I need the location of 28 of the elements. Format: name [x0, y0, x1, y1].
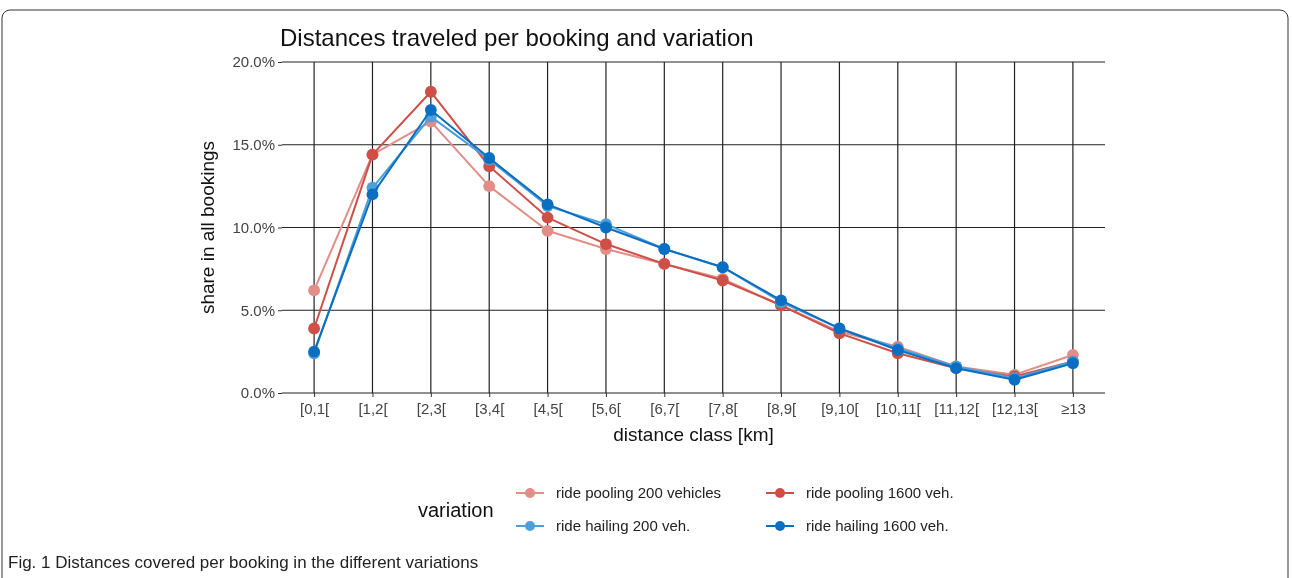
chart-title: Distances traveled per booking and variation [280, 24, 754, 51]
legend-title: variation [418, 499, 494, 521]
x-tick-label: [0,1[ [300, 399, 331, 417]
legend-label: ride pooling 200 vehicles [556, 484, 722, 501]
x-tick-label: [11,12[ [934, 399, 980, 417]
y-tick-label: 20.0% [232, 53, 275, 71]
y-tick-label: 0.0% [240, 384, 275, 402]
y-tick-label: 5.0% [240, 301, 275, 319]
legend-label: ride pooling 1600 veh. [806, 484, 954, 501]
x-tick-label: [9,10[ [821, 399, 860, 417]
y-tick-label: 10.0% [232, 218, 275, 236]
x-tick-label: [6,7[ [650, 399, 681, 417]
x-tick-label: [7,8[ [708, 399, 739, 417]
x-tick-label: [2,3[ [416, 399, 447, 417]
legend-label: ride hailing 200 veh. [556, 517, 691, 534]
x-tick-label: [10,11[ [875, 399, 922, 417]
x-tick-label: [3,4[ [475, 399, 506, 417]
y-tick-label: 15.0% [232, 136, 275, 154]
x-tick-label: [8,9[ [766, 399, 797, 417]
x-tick-label: ≥13 [1060, 399, 1086, 417]
x-axis-title: distance class [km] [613, 424, 774, 445]
caption: Fig. 1 Distances covered per booking in the different variations [8, 553, 479, 572]
y-axis-title: share in all bookings [197, 140, 218, 315]
x-tick-label: [4,5[ [533, 399, 564, 417]
x-tick-label: [5,6[ [591, 399, 622, 417]
x-tick-label: [1,2[ [358, 399, 389, 417]
legend-label: ride hailing 1600 veh. [806, 517, 949, 534]
x-tick-label: [12,13[ [992, 399, 1039, 417]
